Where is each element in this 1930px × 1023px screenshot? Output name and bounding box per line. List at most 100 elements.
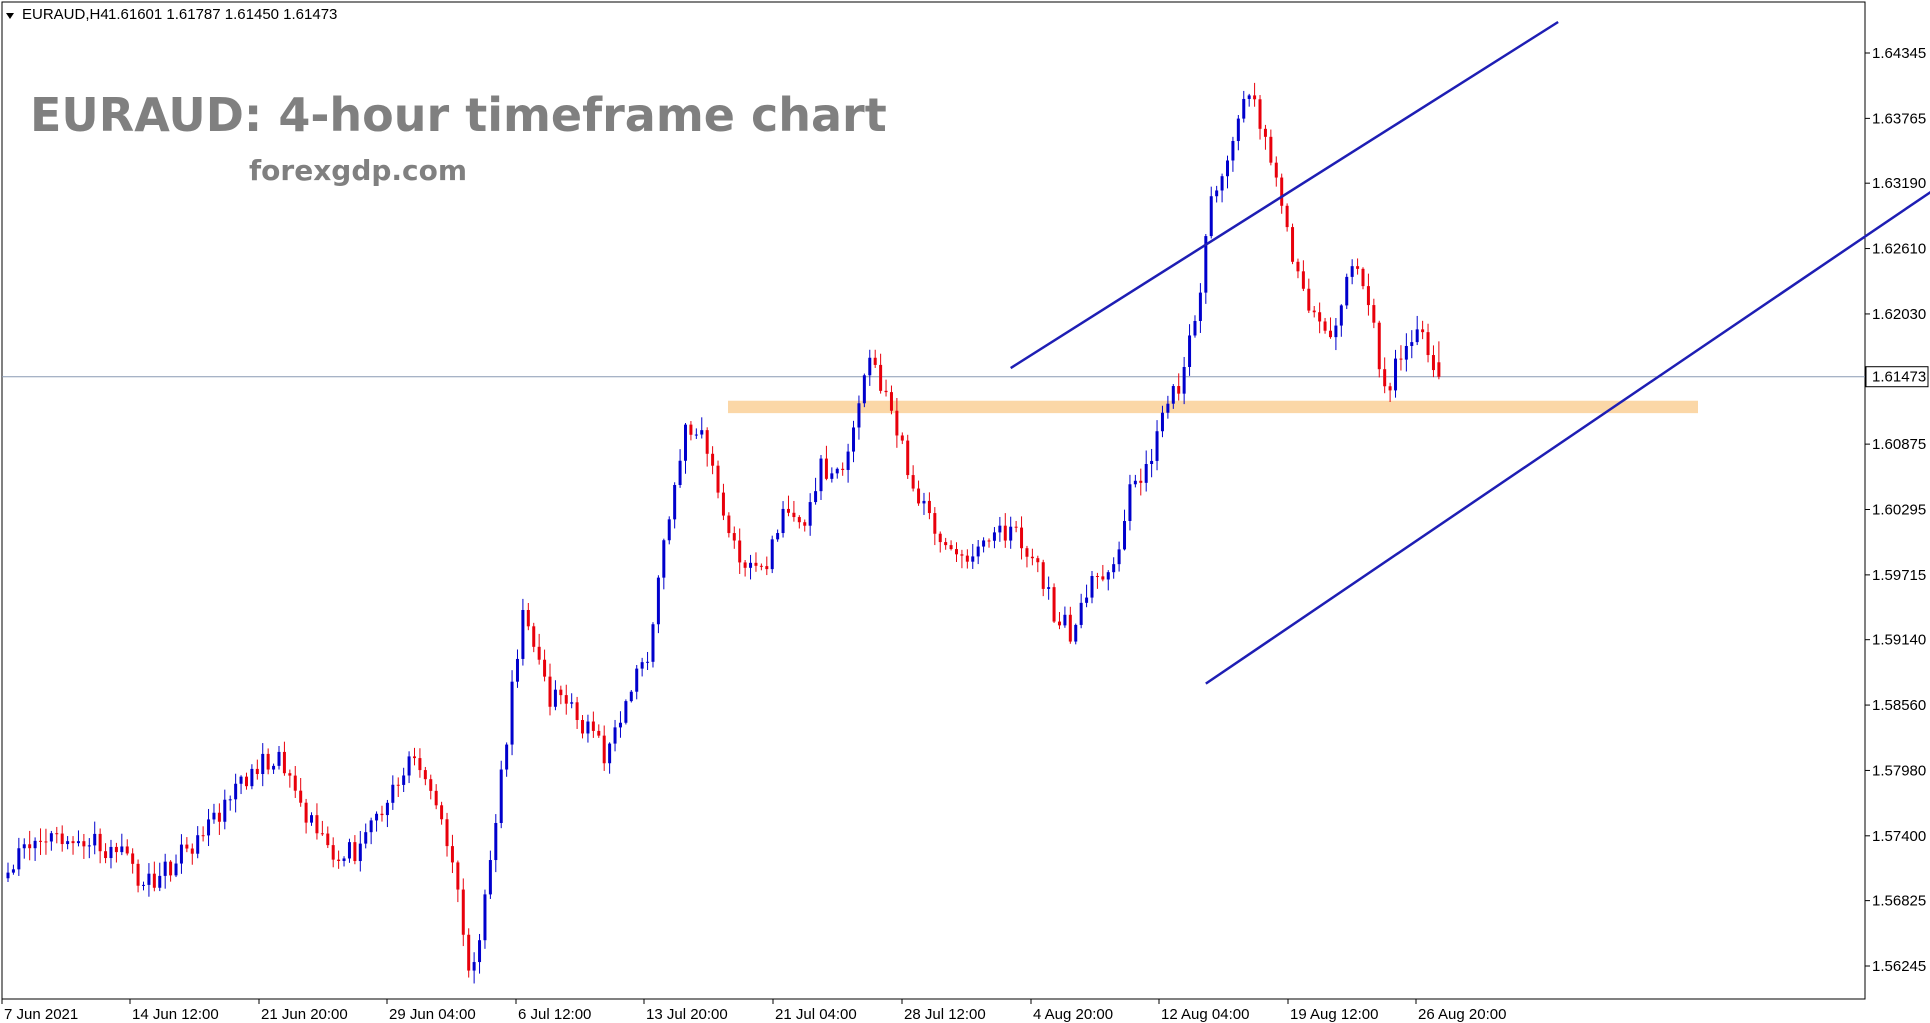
candle xyxy=(478,933,482,974)
candle-body xyxy=(1345,276,1349,306)
candle xyxy=(759,563,763,571)
candle-body xyxy=(819,458,823,492)
candle xyxy=(1307,278,1311,314)
candle-body xyxy=(261,753,265,775)
candle xyxy=(125,839,129,856)
upper-channel-line[interactable] xyxy=(1010,20,1559,370)
candle-body xyxy=(1204,236,1208,293)
candle xyxy=(1095,572,1099,589)
candle xyxy=(244,772,248,790)
candle xyxy=(1399,345,1403,371)
candle xyxy=(49,830,53,851)
candle xyxy=(1101,564,1105,582)
candle-body xyxy=(1426,332,1430,356)
candle xyxy=(450,834,454,874)
candle-body xyxy=(1334,325,1338,338)
candle xyxy=(559,685,563,705)
candle-body xyxy=(1193,320,1197,336)
candle xyxy=(1144,450,1148,492)
candle xyxy=(900,432,904,445)
candle-body xyxy=(960,554,964,556)
candle-body xyxy=(1350,266,1354,277)
candle-body xyxy=(391,784,395,803)
candle-body xyxy=(353,842,357,862)
candle xyxy=(521,598,525,666)
candle-body xyxy=(955,549,958,555)
candle xyxy=(510,670,514,756)
candle xyxy=(1112,557,1116,579)
candle xyxy=(1150,448,1154,478)
candle xyxy=(1209,186,1213,239)
candle-body xyxy=(282,751,286,774)
candle-body xyxy=(440,805,444,820)
candle xyxy=(808,493,812,536)
candle-body xyxy=(629,691,633,702)
candle-body xyxy=(494,822,498,861)
candle xyxy=(553,680,557,711)
candle-body xyxy=(618,722,622,728)
candle xyxy=(55,826,59,844)
candle xyxy=(1247,93,1251,107)
candle xyxy=(879,353,883,394)
candle-body xyxy=(104,851,108,859)
candle xyxy=(488,850,492,899)
candle xyxy=(1074,623,1078,645)
zone-layer xyxy=(728,400,1698,414)
candle-body xyxy=(1280,177,1284,206)
candle-body xyxy=(461,889,465,935)
candle-body xyxy=(1171,386,1175,404)
candle-body xyxy=(1090,576,1094,598)
candle-body xyxy=(131,853,135,864)
lower-channel-line[interactable] xyxy=(1205,121,1930,685)
candle xyxy=(87,838,91,859)
candle-body xyxy=(938,533,942,543)
candle-body xyxy=(6,872,10,879)
candle-body xyxy=(732,533,736,541)
candle-body xyxy=(586,721,590,734)
candle-body xyxy=(792,512,796,518)
candle-body xyxy=(1404,345,1408,360)
candle-body xyxy=(1258,99,1262,129)
candle xyxy=(597,724,601,738)
trendlines[interactable] xyxy=(1010,20,1930,685)
candle-body xyxy=(22,844,26,849)
candle xyxy=(1421,320,1425,340)
candle xyxy=(1057,612,1061,630)
candle-body xyxy=(1307,288,1311,311)
candle xyxy=(277,746,281,770)
candle xyxy=(1063,606,1067,628)
candle-body xyxy=(646,661,650,663)
candle-body xyxy=(136,863,140,886)
candle-body xyxy=(87,845,91,847)
dropdown-icon[interactable] xyxy=(6,13,14,19)
candle xyxy=(1128,474,1132,531)
candle-body xyxy=(396,784,400,786)
candle xyxy=(1323,317,1327,334)
candle-body xyxy=(190,848,194,854)
candle xyxy=(347,838,351,863)
candle xyxy=(754,552,758,572)
candle xyxy=(1345,273,1349,310)
candle xyxy=(82,833,86,859)
candle-body xyxy=(1014,526,1018,528)
candle xyxy=(835,467,839,479)
candle-body xyxy=(423,770,427,780)
candle-body xyxy=(803,522,807,526)
candle-body xyxy=(716,465,720,493)
candle xyxy=(407,751,411,784)
candle-body xyxy=(743,562,747,568)
candle xyxy=(1312,306,1316,318)
candle-body xyxy=(1041,562,1045,589)
candle-body xyxy=(467,934,471,971)
candle-body xyxy=(1188,335,1192,367)
candle xyxy=(1188,324,1192,376)
candle xyxy=(727,512,731,538)
candle-body xyxy=(109,846,113,859)
candle-body xyxy=(759,565,763,567)
candle-body xyxy=(217,812,221,822)
candle xyxy=(174,854,178,878)
candle xyxy=(131,848,135,874)
candle xyxy=(1383,357,1387,394)
y-tick-label: 1.62610 xyxy=(1872,241,1926,258)
